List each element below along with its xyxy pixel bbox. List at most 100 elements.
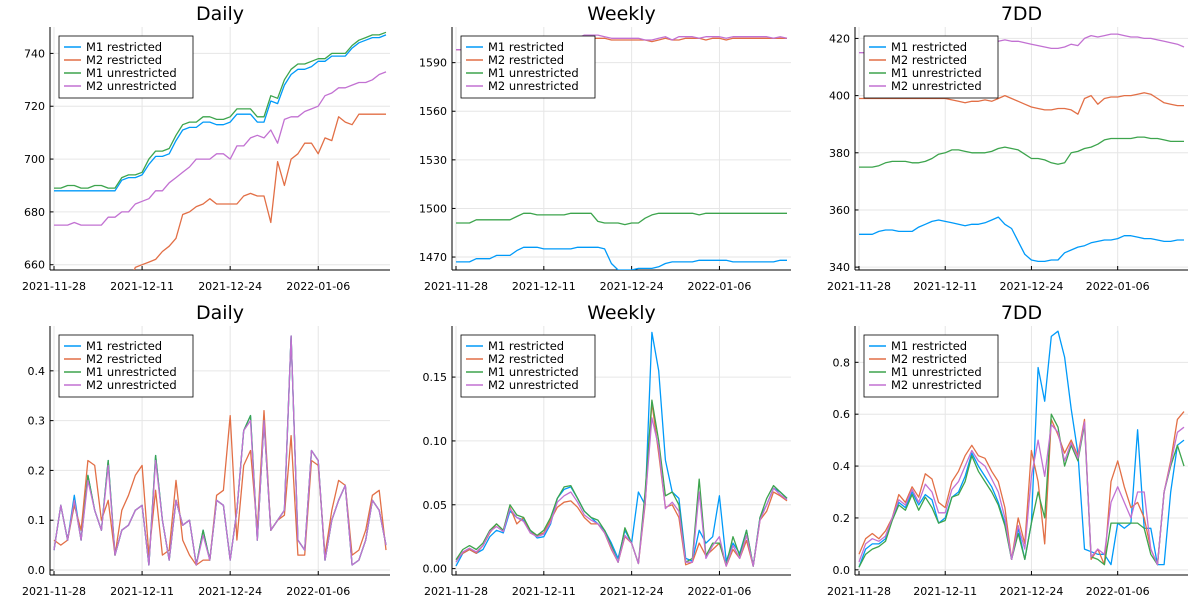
legend-label: M2 unrestricted (488, 79, 579, 93)
y-tick-label: 360 (829, 204, 850, 217)
x-tick-label: 2022-01-06 (1086, 280, 1150, 293)
legend-box (863, 35, 999, 99)
x-tick-label: 2021-11-28 (22, 280, 86, 293)
y-tick-label: 0.10 (423, 435, 448, 448)
panel-3: 7DD 340 360 380 400 420 2021-11-28 2021-12-11 20… (827, 3, 1188, 293)
series-line-m1-restricted (54, 34, 387, 192)
y-tick-label: 0.1 (28, 514, 46, 527)
series-line-m1-unrestricted (859, 136, 1184, 168)
series-line-m2-restricted (455, 401, 788, 567)
legend-label: M2 restricted (891, 53, 967, 67)
y-tick-label: 1500 (419, 202, 447, 215)
series-line-m2-restricted (133, 113, 386, 270)
y-tick-label: 740 (24, 47, 45, 60)
y-tick-label: 380 (829, 147, 850, 160)
legend-label: M1 restricted (86, 339, 162, 353)
x-tick-label: 2021-12-24 (600, 280, 664, 293)
legend-label: M2 unrestricted (891, 378, 982, 392)
y-tick-label: 720 (24, 100, 45, 113)
y-tick-label: 0.8 (833, 356, 851, 369)
legend-label: M2 restricted (86, 53, 162, 67)
x-tick-label: 2021-12-11 (913, 280, 977, 293)
legend-label: M2 restricted (891, 352, 967, 366)
y-tick-label: 1560 (419, 105, 447, 118)
panel-title: Daily (196, 302, 244, 324)
y-tick-label: 340 (829, 261, 850, 274)
y-tick-label: 420 (829, 32, 850, 45)
x-tick-label: 2021-12-11 (913, 585, 977, 598)
x-tick-label: 2021-12-11 (512, 280, 576, 293)
y-tick-label: 1470 (419, 251, 447, 264)
legend-box (460, 334, 596, 398)
legend-label: M1 unrestricted (891, 365, 982, 379)
x-tick-label: 2021-11-28 (424, 280, 488, 293)
panel-5: Weekly 0.00 0.05 0.10 0.15 2021-11-28 2021-12-… (423, 302, 791, 598)
x-tick-label: 2022-01-06 (286, 280, 350, 293)
x-tick-label: 2021-11-28 (827, 585, 891, 598)
x-tick-label: 2021-12-11 (110, 280, 174, 293)
x-tick-label: 2022-01-06 (1086, 585, 1150, 598)
legend-label: M2 unrestricted (86, 79, 177, 93)
legend-label: M1 unrestricted (488, 66, 579, 80)
legend-label: M2 restricted (86, 352, 162, 366)
x-tick-label: 2021-12-24 (999, 585, 1063, 598)
series-line-m1-restricted (456, 246, 787, 270)
y-tick-label: 0.3 (28, 415, 46, 428)
y-tick-label: 0.4 (28, 365, 46, 378)
legend-label: M2 unrestricted (488, 378, 579, 392)
legend-label: M1 restricted (488, 339, 564, 353)
legend-label: M1 unrestricted (86, 365, 177, 379)
y-tick-label: 0.4 (833, 460, 851, 473)
series-line-m2-restricted (858, 411, 1185, 566)
legend-box (460, 35, 596, 99)
panel-title: Weekly (587, 3, 656, 25)
legend-label: M1 unrestricted (891, 66, 982, 80)
series-line-m2-unrestricted (54, 71, 387, 226)
legend-label: M1 unrestricted (488, 365, 579, 379)
series-line-m2-unrestricted (455, 417, 788, 567)
legend-label: M1 restricted (891, 339, 967, 353)
x-tick-label: 2021-12-11 (512, 585, 576, 598)
panel-1: Daily 660 680 700 720 740 2021-11-28 2021-12-11… (22, 3, 390, 293)
y-tick-label: 0.00 (423, 563, 448, 576)
y-tick-label: 1530 (419, 154, 447, 167)
y-tick-label: 400 (829, 90, 850, 103)
y-tick-label: 0.0 (833, 564, 851, 577)
x-tick-label: 2021-12-24 (999, 280, 1063, 293)
series-line-m1-restricted (859, 216, 1184, 263)
legend-label: M2 unrestricted (891, 79, 982, 93)
y-tick-label: 660 (24, 259, 45, 272)
y-tick-label: 1590 (419, 57, 447, 70)
series-line-m1-unrestricted (54, 31, 387, 189)
panel-title: 7DD (1001, 302, 1042, 324)
legend-label: M2 restricted (488, 53, 564, 67)
series-line-m2-restricted (53, 410, 387, 566)
series-line-m2-restricted (859, 92, 1184, 115)
legend-label: M1 restricted (891, 40, 967, 54)
x-tick-label: 2022-01-06 (687, 585, 751, 598)
x-tick-label: 2021-12-24 (198, 585, 262, 598)
x-tick-label: 2021-11-28 (827, 280, 891, 293)
y-tick-label: 0.0 (28, 564, 46, 577)
x-tick-label: 2021-12-24 (198, 280, 262, 293)
panel-title: 7DD (1001, 3, 1042, 25)
series-line-m2-unrestricted (53, 335, 387, 566)
legend-box (863, 334, 999, 398)
x-tick-label: 2021-11-28 (424, 585, 488, 598)
y-tick-label: 700 (24, 153, 45, 166)
y-tick-label: 680 (24, 206, 45, 219)
x-tick-label: 2021-12-24 (600, 585, 664, 598)
panel-title: Daily (196, 3, 244, 25)
legend-label: M2 unrestricted (86, 378, 177, 392)
legend-label: M1 restricted (86, 40, 162, 54)
legend-label: M1 unrestricted (86, 66, 177, 80)
series-line-m1-unrestricted (455, 399, 788, 567)
x-tick-label: 2022-01-06 (687, 280, 751, 293)
x-tick-label: 2021-11-28 (22, 585, 86, 598)
series-line-m2-unrestricted (858, 421, 1185, 566)
legend-box (58, 35, 194, 99)
y-tick-label: 0.2 (28, 464, 46, 477)
y-tick-label: 0.15 (423, 371, 448, 384)
y-tick-label: 0.05 (423, 499, 448, 512)
